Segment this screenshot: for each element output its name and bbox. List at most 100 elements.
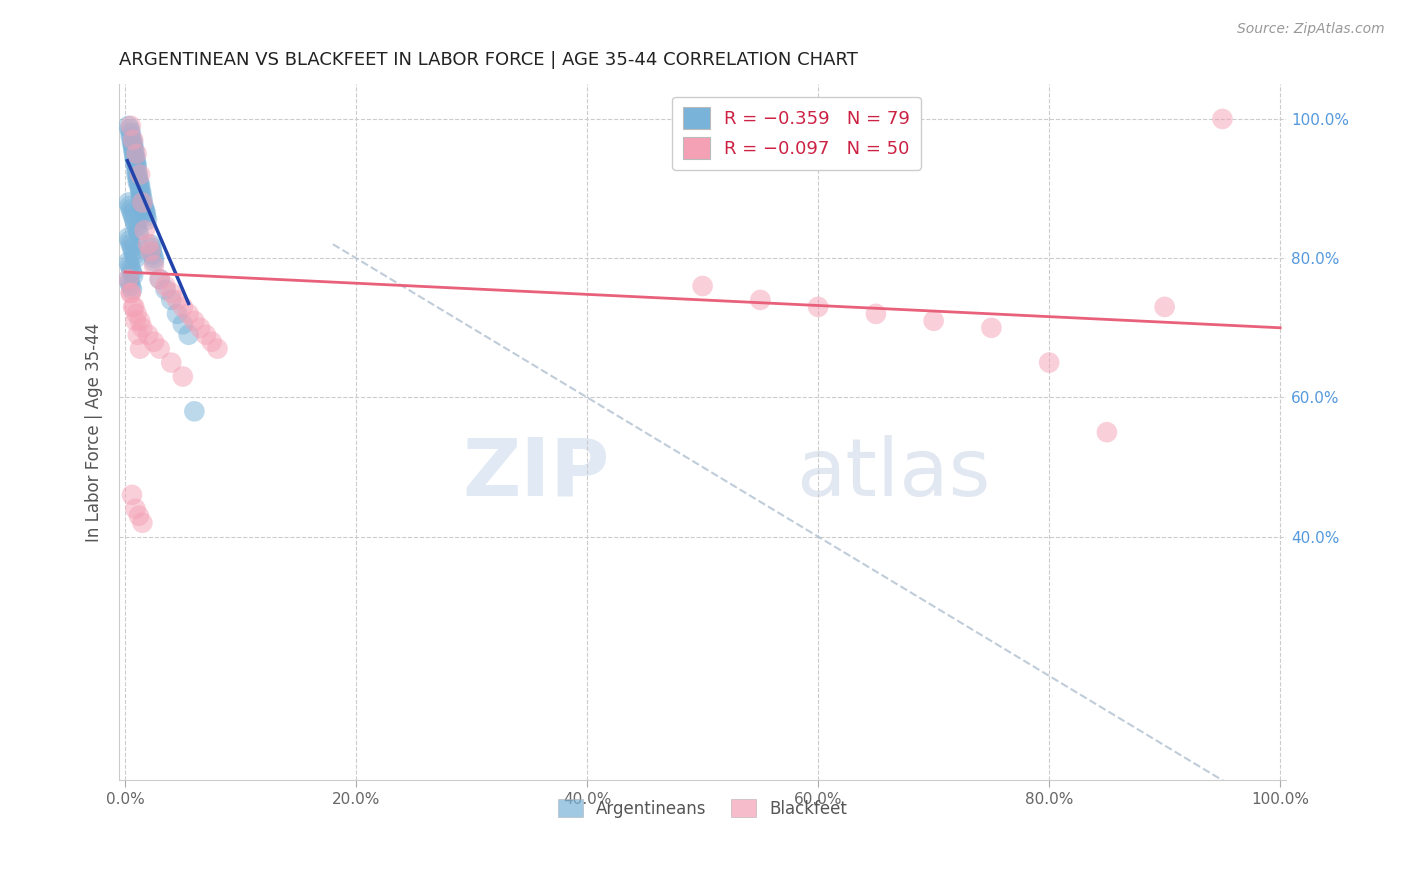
Point [139, 244, 162, 259]
Point [149, 272, 172, 286]
Point [124, 314, 146, 328]
Point [807, 300, 830, 314]
Point [142, 258, 165, 272]
Point [131, 195, 153, 210]
Point [160, 355, 183, 369]
Point [124, 146, 146, 161]
Text: atlas: atlas [796, 435, 990, 513]
Point [1153, 300, 1175, 314]
Point [128, 175, 150, 189]
Point [692, 279, 714, 293]
Point [128, 508, 150, 523]
Point [121, 283, 143, 297]
Point [117, 119, 139, 133]
Point [136, 213, 159, 227]
Point [149, 342, 172, 356]
Point [131, 195, 153, 210]
Point [118, 122, 141, 136]
Point [132, 199, 155, 213]
Point [127, 223, 149, 237]
Point [120, 285, 142, 300]
Point [125, 161, 148, 175]
Point [1095, 425, 1118, 440]
Point [134, 202, 156, 217]
Point [120, 285, 142, 300]
Point [183, 404, 205, 418]
Point [201, 334, 224, 349]
Point [139, 237, 162, 252]
Point [125, 168, 148, 182]
Point [120, 261, 142, 276]
Point [124, 143, 146, 157]
Point [135, 210, 157, 224]
Point [125, 307, 148, 321]
Point [122, 268, 145, 283]
Point [922, 314, 945, 328]
Point [125, 164, 148, 178]
Point [124, 251, 146, 265]
Point [125, 219, 148, 234]
Point [121, 241, 143, 255]
Point [166, 307, 188, 321]
Point [142, 248, 165, 262]
Point [129, 314, 152, 328]
Point [117, 230, 139, 244]
Point [124, 150, 146, 164]
Point [127, 327, 149, 342]
Point [124, 300, 146, 314]
Point [177, 327, 200, 342]
Point [129, 192, 152, 206]
Point [117, 272, 139, 286]
Point [131, 192, 153, 206]
Point [749, 293, 772, 307]
Point [124, 213, 146, 227]
Point [141, 241, 163, 255]
Point [121, 133, 143, 147]
Point [136, 327, 159, 342]
Point [118, 276, 141, 290]
Text: ARGENTINEAN VS BLACKFEET IN LABOR FORCE | AGE 35-44 CORRELATION CHART: ARGENTINEAN VS BLACKFEET IN LABOR FORCE … [120, 51, 858, 69]
Point [127, 171, 149, 186]
Point [124, 153, 146, 168]
Point [149, 272, 172, 286]
Point [131, 516, 153, 530]
Point [124, 248, 146, 262]
Point [121, 206, 143, 220]
Point [1038, 355, 1060, 369]
Point [1211, 112, 1233, 126]
Point [118, 258, 141, 272]
Point [160, 293, 183, 307]
Point [122, 143, 145, 157]
Point [124, 216, 146, 230]
Point [129, 185, 152, 199]
Point [865, 307, 887, 321]
Point [127, 168, 149, 182]
Point [117, 195, 139, 210]
Point [172, 318, 194, 332]
Point [120, 202, 142, 217]
Point [131, 199, 153, 213]
Point [194, 327, 217, 342]
Point [120, 279, 142, 293]
Point [124, 501, 146, 516]
Point [127, 175, 149, 189]
Point [128, 227, 150, 241]
Point [129, 185, 152, 199]
Point [207, 342, 229, 356]
Text: Source: ZipAtlas.com: Source: ZipAtlas.com [1237, 22, 1385, 37]
Point [129, 178, 152, 192]
Point [129, 188, 152, 202]
Point [166, 293, 188, 307]
Point [188, 320, 211, 334]
Point [120, 126, 142, 140]
Text: ZIP: ZIP [463, 435, 609, 513]
Point [183, 314, 205, 328]
Point [120, 237, 142, 252]
Point [980, 320, 1002, 334]
Point [118, 234, 141, 248]
Point [124, 157, 146, 171]
Point [129, 342, 152, 356]
Point [142, 334, 165, 349]
Point [117, 254, 139, 268]
Point [121, 265, 143, 279]
